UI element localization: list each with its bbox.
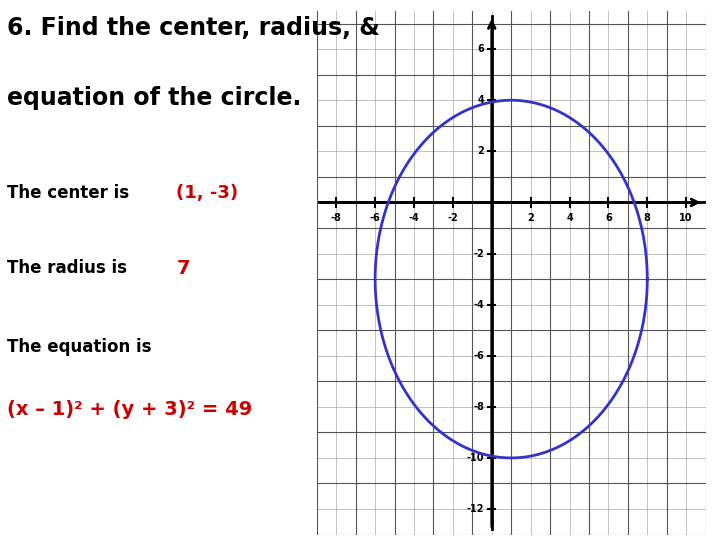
Text: -2: -2 — [474, 248, 485, 259]
Text: -2: -2 — [448, 213, 458, 224]
Text: (1, -3): (1, -3) — [176, 184, 238, 201]
Text: The equation is: The equation is — [7, 338, 152, 355]
Text: -8: -8 — [474, 402, 485, 412]
Text: 4: 4 — [566, 213, 573, 224]
Text: -6: -6 — [370, 213, 380, 224]
Text: 6: 6 — [477, 44, 485, 54]
Text: -8: -8 — [330, 213, 342, 224]
Text: 4: 4 — [477, 95, 485, 105]
Text: (x – 1)² + (y + 3)² = 49: (x – 1)² + (y + 3)² = 49 — [7, 400, 253, 419]
Text: -4: -4 — [409, 213, 419, 224]
Text: 10: 10 — [680, 213, 693, 224]
Text: The center is: The center is — [7, 184, 135, 201]
Text: 6. Find the center, radius, &: 6. Find the center, radius, & — [7, 16, 380, 40]
Text: 2: 2 — [477, 146, 485, 157]
Text: 2: 2 — [527, 213, 534, 224]
Text: equation of the circle.: equation of the circle. — [7, 86, 302, 110]
Text: 6: 6 — [605, 213, 612, 224]
Text: -10: -10 — [467, 453, 485, 463]
Text: -4: -4 — [474, 300, 485, 309]
Text: The radius is: The radius is — [7, 259, 133, 277]
Text: -6: -6 — [474, 351, 485, 361]
Text: 8: 8 — [644, 213, 651, 224]
Text: 7: 7 — [176, 259, 190, 278]
Text: -12: -12 — [467, 504, 485, 514]
